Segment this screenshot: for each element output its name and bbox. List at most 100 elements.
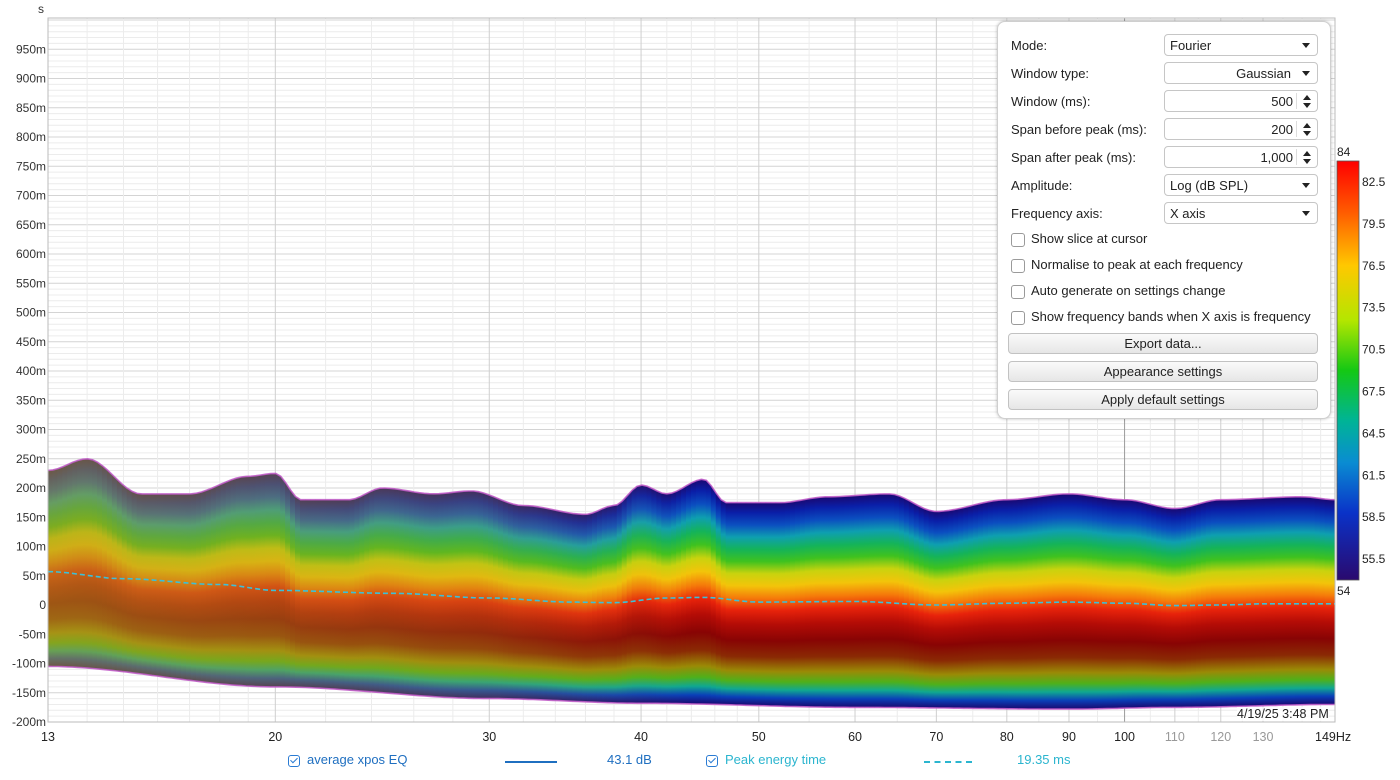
x-tick-label: 110 (1165, 730, 1185, 744)
span-before-label: Span before peak (ms): (1011, 122, 1147, 137)
span-before-value: 200 (1271, 122, 1293, 137)
stepper-down-icon[interactable] (1303, 103, 1311, 108)
mode-row: Mode: Fourier (1011, 34, 1319, 58)
x-axis: 13 20 30 40 50 60 70 80 90 100 110 120 130 149Hz (41, 730, 1351, 744)
x-tick-label: 100 (1114, 730, 1135, 744)
span-after-value: 1,000 (1260, 150, 1293, 165)
x-tick-label: 13 (41, 730, 55, 744)
stepper-up-icon[interactable] (1303, 151, 1311, 156)
spectrogram-top-edge (48, 457, 1335, 516)
color-scale-label: 84 (1337, 145, 1351, 159)
y-tick-label: 0 (39, 598, 46, 612)
color-scale-label: 61.5 (1362, 468, 1386, 482)
apply-default-settings-button[interactable]: Apply default settings (1008, 389, 1318, 410)
amplitude-label: Amplitude: (1011, 178, 1073, 193)
checkbox-box[interactable] (1011, 311, 1025, 325)
spectrogram-area (48, 457, 1335, 710)
amplitude-value: Log (dB SPL) (1170, 178, 1249, 193)
trace1-visible-checkbox[interactable] (288, 755, 300, 767)
checkbox-label: Normalise to peak at each frequency (1031, 257, 1243, 272)
span-before-row: Span before peak (ms): 200 (1011, 118, 1319, 142)
x-tick-label: 30 (482, 730, 496, 744)
appearance-settings-button[interactable]: Appearance settings (1008, 361, 1318, 382)
stepper-down-icon[interactable] (1303, 159, 1311, 164)
y-axis-label: s (38, 2, 44, 16)
y-tick-label: 750m (16, 159, 46, 173)
checkbox-box[interactable] (1011, 285, 1025, 299)
y-tick-label: 200m (16, 481, 46, 495)
frequency-axis-value: X axis (1170, 206, 1206, 221)
frequency-axis-row: Frequency axis: X axis (1011, 202, 1319, 226)
trace1-name[interactable]: average xpos EQ (307, 752, 408, 767)
color-scale-label: 58.5 (1362, 510, 1386, 524)
color-scale-label: 70.5 (1362, 343, 1386, 357)
y-tick-label: 100m (16, 540, 46, 554)
y-tick-label: 300m (16, 423, 46, 437)
span-after-row: Span after peak (ms): 1,000 (1011, 146, 1319, 170)
trace2-name[interactable]: Peak energy time (725, 752, 827, 767)
export-data-button[interactable]: Export data... (1008, 333, 1318, 354)
stepper-up-icon[interactable] (1303, 95, 1311, 100)
spectrogram-fill (48, 458, 1335, 710)
trace2-line-swatch (924, 761, 972, 763)
y-axis: 950m 900m 850m 800m 750m 700m 650m 600m 550m 500m… (12, 42, 46, 729)
checkbox-label: Show frequency bands when X axis is freq… (1031, 309, 1311, 324)
window-ms-label: Window (ms): (1011, 94, 1091, 109)
frequency-axis-select[interactable]: X axis (1164, 202, 1318, 224)
stepper-up-icon[interactable] (1303, 123, 1311, 128)
y-tick-label: 700m (16, 189, 46, 203)
frequency-axis-label: Frequency axis: (1011, 206, 1103, 221)
y-tick-label: 400m (16, 364, 46, 378)
y-tick-label: 850m (16, 101, 46, 115)
x-tick-label: 70 (929, 730, 943, 744)
color-scale-label: 67.5 (1362, 384, 1386, 398)
y-tick-label: -150m (12, 686, 46, 700)
x-tick-label: 80 (1000, 730, 1014, 744)
x-tick-label: 50 (752, 730, 766, 744)
y-tick-label: 250m (16, 452, 46, 466)
y-tick-label: -50m (19, 627, 46, 641)
trace2-value: 19.35 ms (1017, 752, 1071, 767)
window-ms-row: Window (ms): 500 (1011, 90, 1319, 114)
window-type-label: Window type: (1011, 66, 1090, 81)
window-ms-value: 500 (1271, 94, 1293, 109)
checkbox-label: Auto generate on settings change (1031, 283, 1226, 298)
x-tick-label: 120 (1210, 730, 1231, 744)
y-tick-label: 50m (23, 569, 46, 583)
window-type-row: Window type: Gaussian (1011, 62, 1319, 86)
color-scale-label: 73.5 (1362, 301, 1386, 315)
chevron-down-icon (1302, 71, 1310, 76)
checkbox-label: Show slice at cursor (1031, 231, 1148, 246)
mode-value: Fourier (1170, 38, 1212, 53)
window-ms-stepper[interactable]: 500 (1164, 90, 1318, 112)
y-tick-label: 550m (16, 276, 46, 290)
mode-label: Mode: (1011, 38, 1048, 53)
mode-select[interactable]: Fourier (1164, 34, 1318, 56)
stepper-down-icon[interactable] (1303, 131, 1311, 136)
y-tick-label: 150m (16, 510, 46, 524)
trace2-visible-checkbox[interactable] (706, 755, 718, 767)
window-type-value: Gaussian (1236, 66, 1291, 81)
window-type-select[interactable]: Gaussian (1164, 62, 1318, 84)
chevron-down-icon (1302, 211, 1310, 216)
span-after-stepper[interactable]: 1,000 (1164, 146, 1318, 168)
color-scale-label: 82.5 (1362, 175, 1386, 189)
y-tick-label: 600m (16, 247, 46, 261)
checkbox-box[interactable] (1011, 233, 1025, 247)
checkbox-box[interactable] (1011, 259, 1025, 273)
spectrogram-low-fade (48, 458, 1335, 710)
y-tick-label: -200m (12, 715, 46, 729)
y-tick-label: 350m (16, 393, 46, 407)
x-tick-label: 20 (268, 730, 282, 744)
trace1-line-swatch (505, 761, 557, 763)
spectrogram-settings-panel: Mode: Fourier Window type: Gaussian Wind… (997, 21, 1331, 419)
color-scale-bar: 84 82.5 79.5 76.5 73.5 70.5 67.5 64.5 61.5 58.5 55… (1336, 145, 1386, 598)
x-tick-label: 60 (848, 730, 862, 744)
amplitude-select[interactable]: Log (dB SPL) (1164, 174, 1318, 196)
span-after-label: Span after peak (ms): (1011, 150, 1136, 165)
span-before-stepper[interactable]: 200 (1164, 118, 1318, 140)
y-tick-label: 950m (16, 42, 46, 56)
color-scale-label: 64.5 (1362, 426, 1386, 440)
x-tick-label: 149Hz (1315, 730, 1351, 744)
